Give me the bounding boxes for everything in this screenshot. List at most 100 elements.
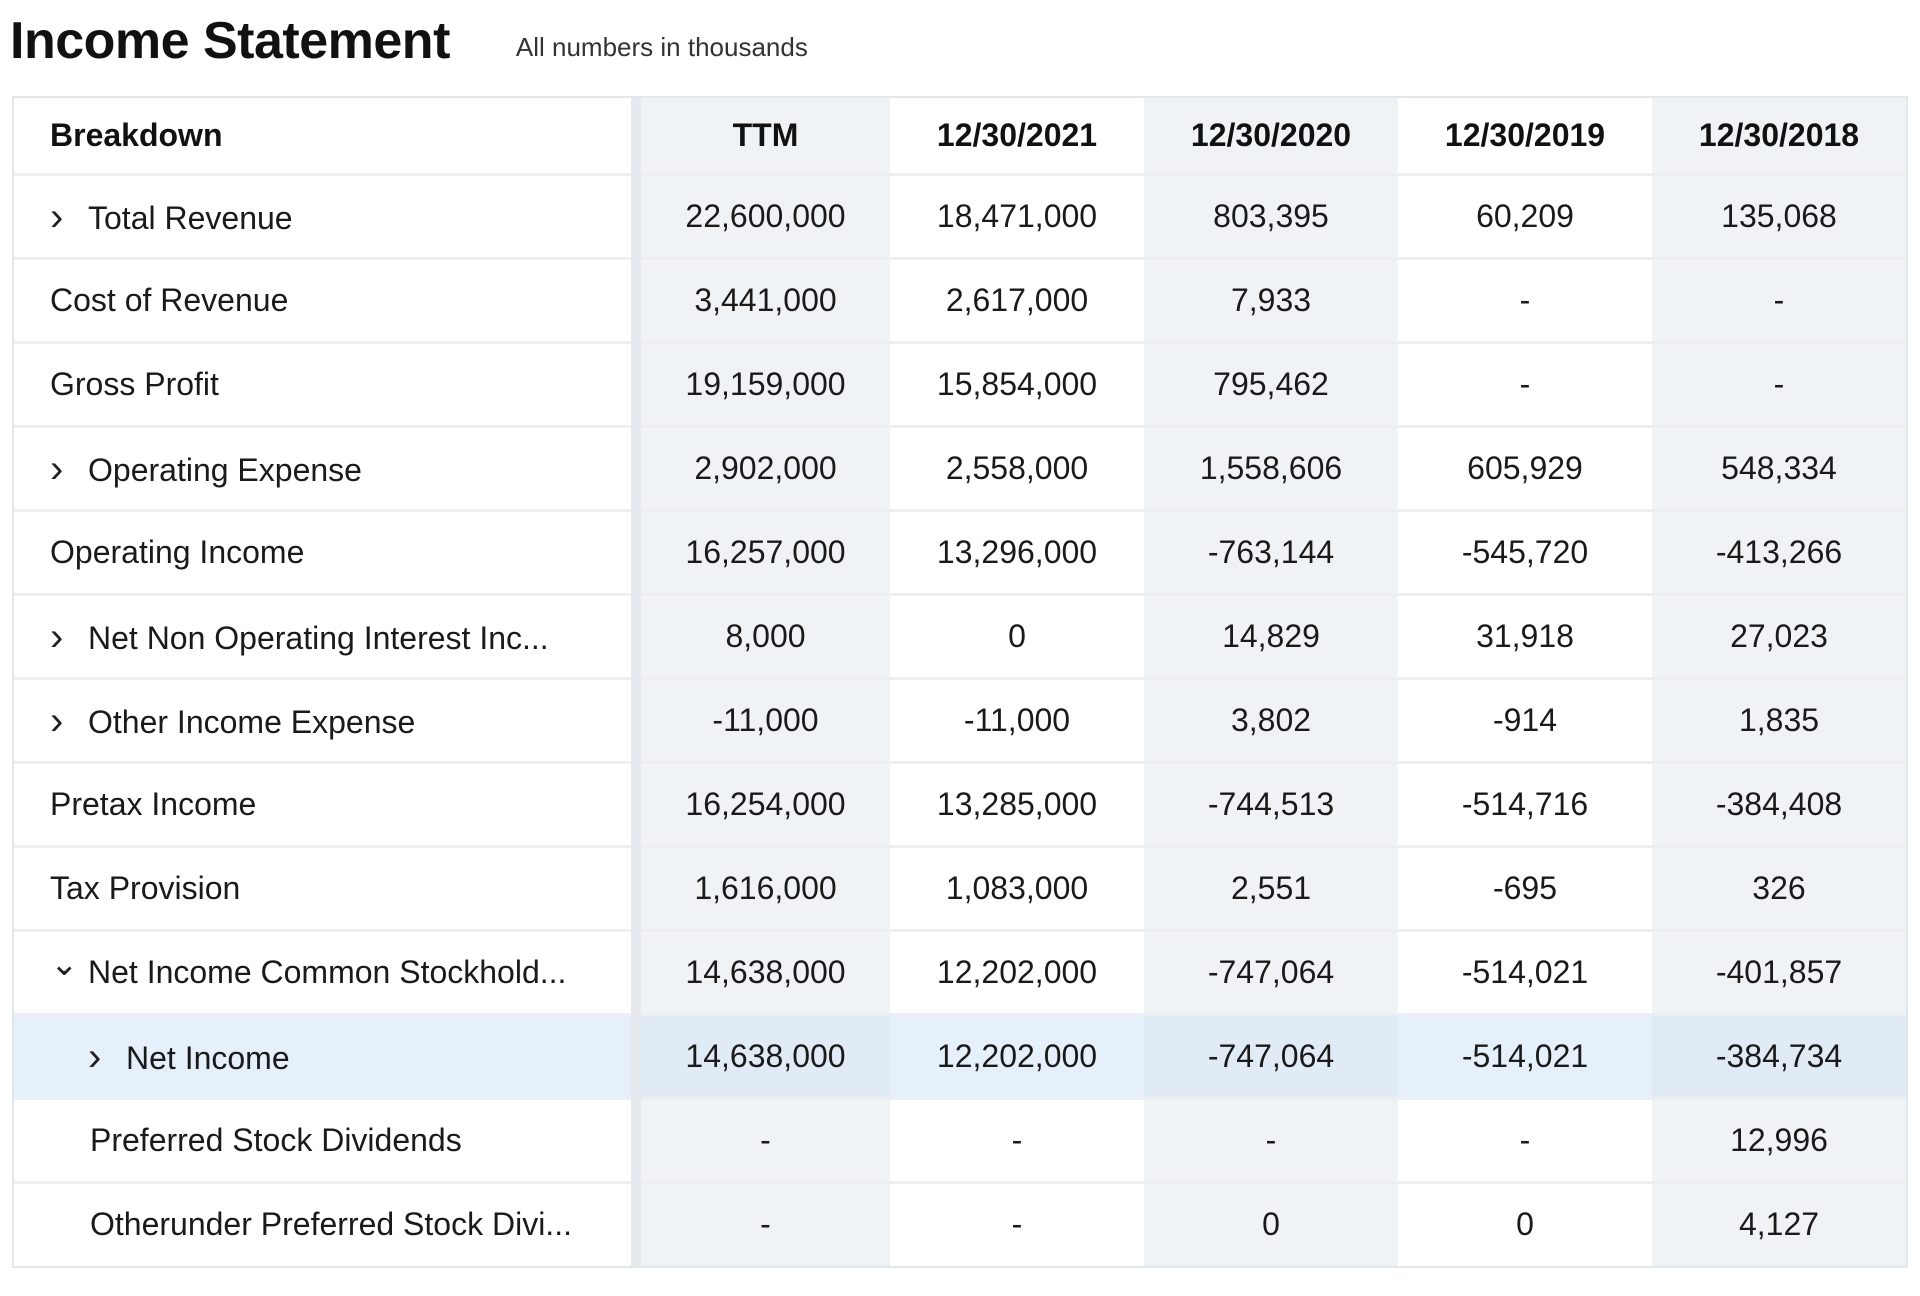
chevron-right-icon[interactable] (50, 616, 88, 657)
value-cell: -384,408 (1652, 762, 1906, 848)
column-header-2021: 12/30/2021 (890, 98, 1144, 176)
table-row: Gross Profit 19,159,000 15,854,000 795,462-… (14, 342, 1906, 428)
value-cell: 803,395 (1144, 174, 1398, 260)
chevron-down-icon[interactable] (50, 952, 88, 992)
value-cell: 548,334 (1652, 426, 1906, 512)
value-cell: - (636, 1182, 890, 1266)
value-cell: -401,857 (1652, 930, 1906, 1016)
row-label-cell[interactable]: Net Income (14, 1014, 641, 1100)
value-cell: -384,734 (1652, 1014, 1906, 1100)
value-cell: 135,068 (1652, 174, 1906, 260)
row-label: Net Income (126, 1039, 290, 1076)
row-label: Pretax Income (50, 785, 257, 822)
value-cell: - (1398, 258, 1652, 344)
table-row: Preferred Stock Dividends - - - -12,996 (14, 1098, 1906, 1184)
value-cell: -11,000 (890, 678, 1144, 764)
value-cell: 18,471,000 (890, 174, 1144, 260)
value-cell: 14,829 (1144, 594, 1398, 680)
table-row[interactable]: Net Income Common Stockhold... 14,638,000… (14, 930, 1906, 1016)
value-cell: 1,835 (1652, 678, 1906, 764)
chevron-right-icon[interactable] (50, 448, 88, 489)
value-cell: -545,720 (1398, 510, 1652, 596)
value-cell: 2,902,000 (636, 426, 890, 512)
value-cell: 1,558,606 (1144, 426, 1398, 512)
value-cell: 1,616,000 (636, 846, 890, 932)
value-cell: 19,159,000 (636, 342, 890, 428)
row-label: Preferred Stock Dividends (90, 1121, 462, 1158)
row-label-cell: Pretax Income (14, 762, 641, 848)
value-cell: 14,638,000 (636, 1014, 890, 1100)
value-cell: -744,513 (1144, 762, 1398, 848)
value-cell: 0 (1516, 1206, 1534, 1243)
row-label-cell[interactable]: Total Revenue (14, 174, 641, 260)
value-cell: 12,202,000 (890, 930, 1144, 1016)
chevron-right-icon[interactable] (50, 700, 88, 741)
table-row[interactable]: Net Non Operating Interest Inc... 8,00001… (14, 594, 1906, 680)
row-label-cell: Operating Income (14, 510, 641, 596)
value-cell: 326 (1652, 846, 1906, 932)
column-header-breakdown: Breakdown (14, 98, 641, 176)
value-cell: 60,209 (1398, 174, 1652, 260)
row-label-cell[interactable]: Net Non Operating Interest Inc... (14, 594, 641, 680)
value-cell: 3,441,000 (636, 258, 890, 344)
row-label-cell: Otherunder Preferred Stock Divi... (14, 1182, 641, 1266)
column-header-2018: 12/30/2018 (1652, 98, 1906, 176)
row-label-cell: Preferred Stock Dividends (14, 1098, 641, 1184)
value-cell: 2,558,000 (890, 426, 1144, 512)
row-label-cell[interactable]: Operating Expense (14, 426, 641, 512)
value-cell: 4,127 (1652, 1182, 1906, 1266)
value-cell: 605,929 (1398, 426, 1652, 512)
table-row[interactable]: Total Revenue 22,600,00018,471,000803,395… (14, 174, 1906, 260)
table-row[interactable]: Operating Expense 2,902,0002,558,0001,558… (14, 426, 1906, 512)
value-cell: -763,144 (1144, 510, 1398, 596)
value-cell: - (1652, 342, 1906, 428)
column-header-2019: 12/30/2019 (1398, 98, 1652, 176)
table-row[interactable]: Other Income Expense-11,000-11,0003,802-… (14, 678, 1906, 764)
row-label-cell: Gross Profit (14, 342, 641, 428)
value-cell: -747,064 (1144, 930, 1398, 1016)
value-cell: 13,296,000 (890, 510, 1144, 596)
value-cell: 8,000 (636, 594, 890, 680)
row-label-cell: Cost of Revenue (14, 258, 641, 344)
chevron-right-icon[interactable] (88, 1036, 126, 1077)
column-header-ttm: TTM (636, 98, 890, 176)
value-cell: -914 (1398, 678, 1652, 764)
value-cell: -514,716 (1398, 762, 1652, 848)
value-cell: -11,000 (636, 678, 890, 764)
value-cell: 15,854,000 (890, 342, 1144, 428)
value-cell: - (1398, 342, 1652, 428)
value-cell: 12,202,000 (890, 1014, 1144, 1100)
value-cell: 27,023 (1652, 594, 1906, 680)
value-cell: -514,021 (1398, 930, 1652, 1016)
value-cell: 22,600,000 (636, 174, 890, 260)
row-label-cell[interactable]: Other Income Expense (14, 678, 641, 764)
row-label: Net Non Operating Interest Inc... (88, 619, 549, 656)
row-label: Other Income Expense (88, 703, 416, 740)
income-statement-table: Breakdown TTM 12/30/2021 12/30/2020 12/3… (12, 96, 1908, 1268)
row-label: Gross Profit (50, 365, 219, 402)
row-label: Tax Provision (50, 869, 241, 906)
value-cell: - (890, 1098, 1144, 1184)
value-cell: 1,083,000 (890, 846, 1144, 932)
table-row: Tax Provision 1,616,000 1,083,000 2,551 -695… (14, 846, 1906, 932)
value-cell: 795,462 (1144, 342, 1398, 428)
table-row[interactable]: Net Income 14,638,00012,202,000-747,064-5… (14, 1014, 1906, 1100)
chevron-right-icon[interactable] (50, 196, 88, 237)
value-cell: - (1398, 1098, 1652, 1184)
units-note: All numbers in thousands (515, 31, 808, 62)
value-cell: -747,064 (1144, 1014, 1398, 1100)
value-cell: 3,802 (1144, 678, 1398, 764)
value-cell: -413,266 (1652, 510, 1906, 596)
row-label-cell: Tax Provision (14, 846, 641, 932)
value-cell: 2,617,000 (890, 258, 1144, 344)
table-row: Pretax Income 16,254,000 13,285,000 -744,51… (14, 762, 1906, 848)
row-label: Operating Income (50, 533, 305, 570)
value-cell: - (1144, 1098, 1398, 1184)
value-cell: 16,254,000 (636, 762, 890, 848)
value-cell: - (636, 1098, 890, 1184)
value-cell: 2,551 (1144, 846, 1398, 932)
row-label-cell[interactable]: Net Income Common Stockhold... (14, 930, 641, 1016)
value-cell: -514,021 (1398, 1014, 1652, 1100)
column-header-2020: 12/30/2020 (1144, 98, 1398, 176)
row-label: Net Income Common Stockhold... (88, 954, 567, 990)
